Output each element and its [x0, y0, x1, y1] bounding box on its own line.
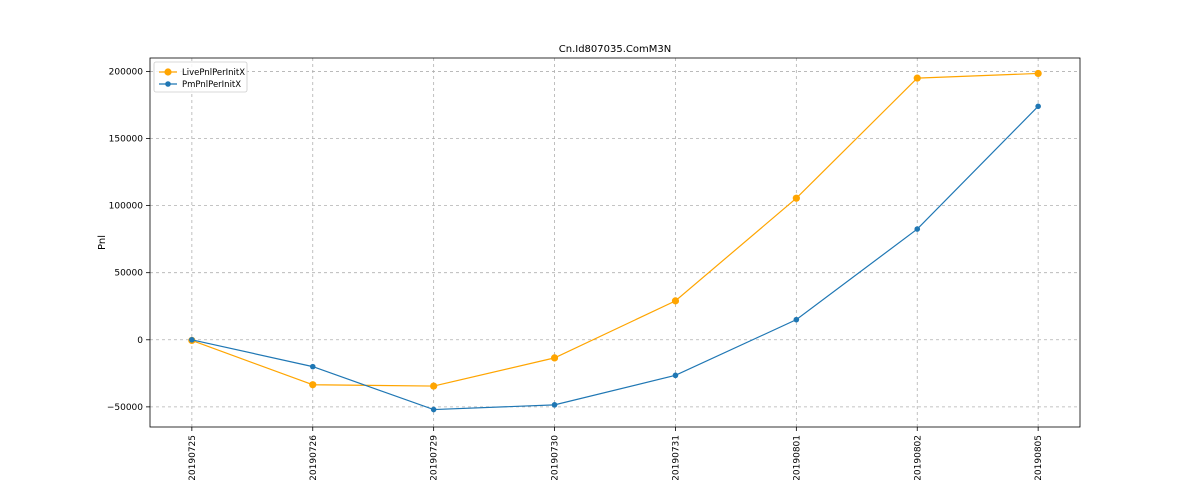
data-point — [671, 297, 680, 305]
x-tick-label: 20190725 — [188, 435, 198, 480]
series — [188, 69, 1042, 413]
data-point — [551, 402, 558, 408]
grid — [150, 58, 1080, 427]
x-tick-label: 20190805 — [1034, 435, 1044, 480]
data-point — [793, 316, 800, 323]
x-tick-label: 20190730 — [551, 435, 561, 480]
legend-label: PmPnlPerInitX — [182, 80, 241, 90]
axes: 20190725 20190726 20190729 20190730 20190731… — [107, 67, 1044, 480]
data-point — [309, 363, 316, 370]
data-point — [189, 336, 195, 343]
data-point — [309, 381, 317, 389]
data-point — [430, 406, 437, 413]
chart-title: Cn.Id807035.ComM3N — [559, 44, 671, 55]
y-tick-label: 150000 — [109, 135, 144, 145]
data-point — [913, 74, 921, 82]
legend-swatch-marker — [165, 81, 171, 87]
legend-box — [153, 61, 248, 93]
y-tick-label: 0 — [137, 336, 143, 346]
data-point — [430, 382, 438, 390]
data-point — [1035, 103, 1041, 110]
data-point — [914, 226, 921, 232]
data-point — [1034, 69, 1042, 78]
plot-frame — [149, 57, 1081, 428]
series-line — [191, 105, 1039, 411]
legend-label: LivePnlPerInitX — [182, 68, 245, 78]
y-tick-label: 200000 — [109, 67, 144, 77]
data-point — [792, 194, 800, 202]
y-tick-label: −50000 — [107, 403, 143, 413]
x-tick-label: 20190726 — [309, 435, 319, 480]
data-point — [550, 354, 559, 362]
legend: LivePnlPerInitX PmPnlPerInitX — [153, 61, 248, 93]
legend-swatch-marker — [164, 68, 172, 76]
x-tick-label: 20190802 — [913, 435, 923, 480]
x-tick-label: 20190729 — [430, 435, 440, 480]
series-line — [191, 72, 1039, 387]
y-tick-label: 50000 — [114, 269, 143, 279]
y-axis-title: Pnl — [97, 235, 108, 250]
data-point — [672, 372, 679, 379]
x-tick-label: 20190801 — [792, 435, 802, 480]
x-tick-label: 20190731 — [671, 435, 681, 480]
y-tick-label: 100000 — [109, 202, 144, 212]
